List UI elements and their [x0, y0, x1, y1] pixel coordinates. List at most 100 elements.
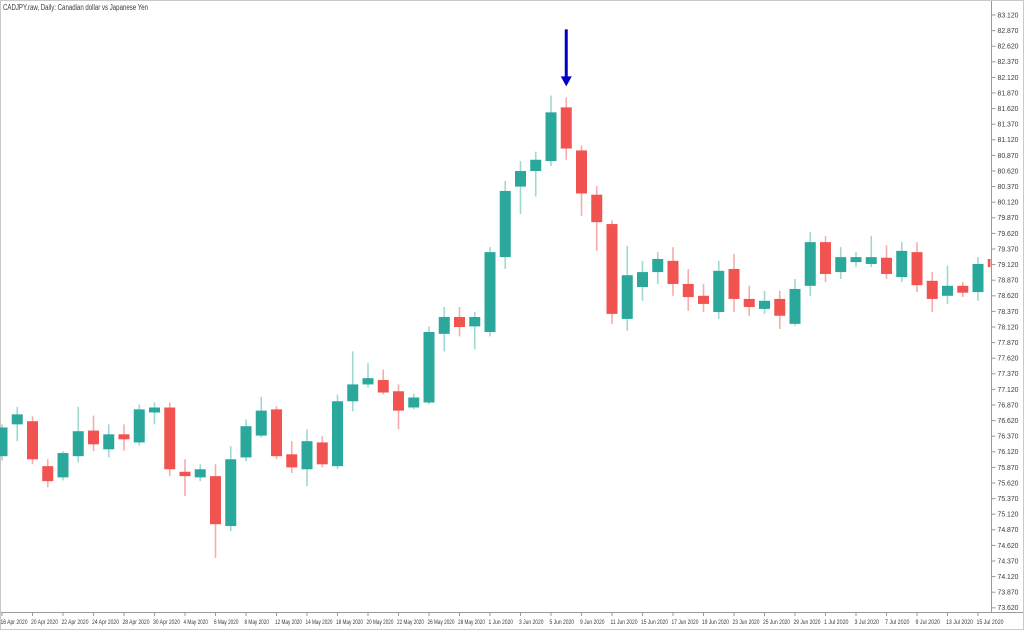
candle-bull [545, 112, 557, 162]
y-tick-label: 81.370 [998, 122, 1019, 129]
y-tick-label: 78.870 [998, 278, 1019, 285]
candle-bear [316, 442, 328, 465]
y-tick-label: 76.370 [998, 434, 1019, 441]
y-tick-label: 76.870 [998, 402, 1019, 409]
candle-bull [133, 409, 145, 443]
y-tick-label: 81.620 [998, 106, 1019, 113]
candle-bear [210, 476, 221, 525]
candle-bull [759, 300, 770, 309]
candle-bull [72, 431, 84, 457]
x-tick-label: 23 Jun 2020 [733, 620, 761, 626]
candle-bull [149, 407, 160, 413]
y-tick-label: 75.120 [998, 512, 1019, 519]
candle-bull [347, 384, 359, 402]
y-tick-label: 76.620 [998, 418, 1019, 425]
x-tick-label: 20 May 2020 [367, 620, 395, 626]
candle-bull [804, 242, 816, 286]
y-tick-label: 79.620 [998, 231, 1019, 238]
time-scale[interactable]: 16 Apr 2020 20 Apr 2020 22 Apr 2020 24 Apr … [1, 612, 1005, 627]
candle-bull [499, 190, 511, 258]
x-tick-label: 14 May 2020 [306, 620, 334, 626]
x-tick-label: 8 May 2020 [245, 620, 270, 626]
candle-bear [926, 280, 938, 299]
candle-bull [515, 171, 526, 187]
x-tick-label: 13 Jul 2020 [946, 620, 974, 626]
down-arrow-annotation[interactable] [560, 29, 572, 87]
y-tick-label: 79.870 [998, 215, 1019, 222]
candle-bear [743, 298, 755, 308]
candles-layer[interactable] [0, 95, 999, 558]
x-tick-label: 20 Apr 2020 [31, 620, 59, 626]
y-tick-label: 76.120 [998, 449, 1019, 456]
y-tick-label: 77.870 [998, 340, 1019, 347]
candle-bear [42, 466, 54, 482]
candle-bear [774, 298, 786, 316]
candle-bull [972, 263, 984, 293]
y-tick-label: 80.870 [998, 153, 1019, 160]
candle-bull [240, 426, 252, 458]
candle-bull [103, 434, 115, 450]
y-tick-label: 73.620 [998, 605, 1019, 612]
candle-bear [667, 260, 679, 284]
candle-bull [621, 275, 633, 319]
y-tick-label: 78.370 [998, 309, 1019, 316]
x-tick-label: 17 Jun 2020 [672, 620, 700, 626]
candle-bear [820, 242, 831, 274]
y-tick-label: 82.120 [998, 75, 1019, 82]
candle-bull [850, 257, 862, 263]
x-tick-label: 16 Apr 2020 [1, 620, 29, 626]
candle-bear [118, 434, 130, 440]
candle-bear [728, 268, 740, 299]
y-tick-label: 75.870 [998, 465, 1019, 472]
candle-bull [194, 469, 206, 478]
y-tick-label: 75.370 [998, 496, 1019, 503]
candle-bear [911, 252, 923, 286]
x-tick-label: 12 May 2020 [275, 620, 303, 626]
y-tick-label: 80.120 [998, 200, 1019, 207]
y-tick-label: 79.370 [998, 246, 1019, 253]
x-tick-label: 4 May 2020 [184, 620, 209, 626]
candle-bull [865, 257, 877, 264]
candle-bull [652, 258, 664, 273]
candle-bear [286, 454, 298, 468]
x-tick-label: 29 Jun 2020 [794, 620, 822, 626]
candle-bear [591, 194, 603, 223]
x-tick-label: 19 Jun 2020 [702, 620, 730, 626]
candle-bear [164, 407, 176, 470]
candle-bull [301, 441, 313, 470]
candle-bull [362, 378, 374, 385]
candle-bull [0, 427, 8, 457]
candle-bear [682, 283, 694, 298]
y-tick-label: 83.120 [998, 12, 1019, 19]
y-tick-label: 74.870 [998, 527, 1019, 534]
price-scale[interactable]: 83.120 82.870 82.620 82.370 82.120 81.870 81.6… [991, 12, 1019, 612]
candle-bear [606, 224, 618, 314]
y-tick-label: 81.870 [998, 90, 1019, 97]
candle-bull [789, 288, 801, 324]
y-tick-label: 78.120 [998, 324, 1019, 331]
x-tick-label: 3 Jul 2020 [855, 620, 880, 626]
x-tick-label: 24 Apr 2020 [92, 620, 120, 626]
x-tick-label: 28 Apr 2020 [123, 620, 151, 626]
x-tick-label: 1 Jul 2020 [824, 620, 849, 626]
y-tick-label: 82.870 [998, 28, 1019, 35]
candle-bear [698, 295, 709, 304]
x-tick-label: 3 Jun 2020 [519, 620, 544, 626]
y-tick-label: 82.370 [998, 59, 1019, 66]
x-tick-label: 6 May 2020 [214, 620, 239, 626]
y-tick-label: 79.120 [998, 262, 1019, 269]
y-tick-label: 77.120 [998, 387, 1019, 394]
x-tick-label: 30 Apr 2020 [153, 620, 181, 626]
candle-bear [27, 421, 38, 460]
candle-bear [88, 430, 99, 445]
x-tick-label: 5 Jun 2020 [550, 620, 575, 626]
candle-bull [637, 272, 648, 288]
candle-bear [179, 471, 191, 477]
y-tick-label: 74.120 [998, 574, 1019, 581]
candle-bear [377, 380, 389, 393]
candle-bear [881, 257, 892, 274]
x-tick-label: 25 Jun 2020 [763, 620, 791, 626]
candle-bull [469, 317, 481, 327]
